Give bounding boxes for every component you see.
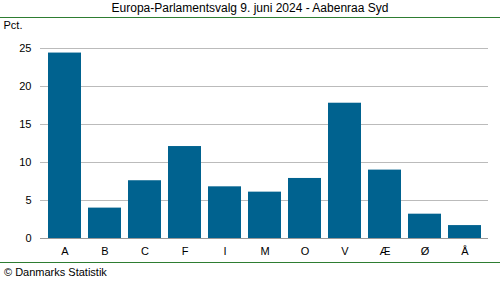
svg-text:5: 5 — [25, 194, 31, 206]
svg-text:C: C — [141, 245, 149, 257]
svg-text:Å: Å — [461, 245, 469, 257]
svg-text:B: B — [101, 245, 108, 257]
svg-text:V: V — [341, 245, 349, 257]
svg-text:Ø: Ø — [421, 245, 430, 257]
svg-text:15: 15 — [19, 118, 31, 130]
svg-text:10: 10 — [19, 156, 31, 168]
svg-text:A: A — [61, 245, 69, 257]
svg-text:F: F — [182, 245, 189, 257]
svg-text:20: 20 — [19, 80, 31, 92]
svg-text:M: M — [260, 245, 269, 257]
html-text:Europa-Parlamentsvalg 9. juni: Europa-Parlamentsvalg 9. juni 2024 - Aab… — [111, 1, 389, 15]
svg-text:I: I — [223, 245, 226, 257]
html-text:© Danmarks Statistik: © Danmarks Statistik — [4, 266, 107, 278]
svg-text:25: 25 — [19, 42, 31, 54]
svg-text:Pct.: Pct. — [4, 19, 23, 31]
svg-text:Æ: Æ — [380, 245, 391, 257]
svg-text:0: 0 — [25, 232, 31, 244]
svg-text:O: O — [301, 245, 310, 257]
